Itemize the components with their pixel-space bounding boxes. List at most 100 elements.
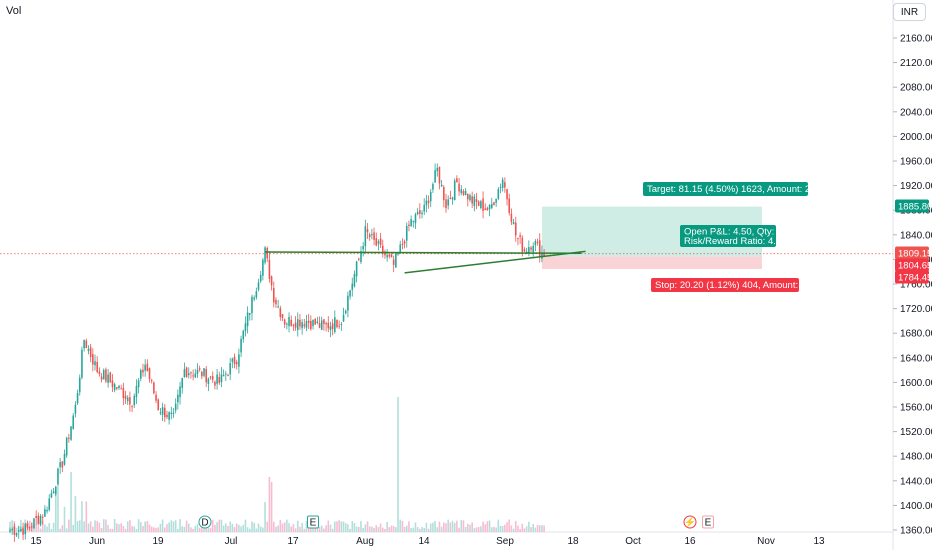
volume-bar [517, 525, 519, 532]
candle-body [386, 255, 388, 258]
volume-label: Vol [6, 5, 21, 17]
volume-bar [264, 502, 266, 532]
pnl-label: Open P&L: 4.50, Qty: 61 [684, 227, 788, 238]
volume-bar [543, 525, 545, 532]
candle-body [528, 247, 530, 254]
candle-body [397, 252, 399, 255]
candle-body [342, 314, 345, 322]
candle-body [124, 395, 127, 399]
candle-body [227, 374, 229, 376]
volume-bar [150, 526, 153, 532]
volume-bar [190, 527, 192, 532]
candle-body [181, 378, 184, 388]
volume-bar [129, 520, 131, 532]
candle-body [144, 364, 146, 371]
event-markers: D E ⚡ E [198, 515, 714, 529]
volume-bar [122, 525, 125, 532]
candle-body [427, 200, 430, 203]
price-tag-box [895, 258, 929, 272]
candle-body [72, 415, 75, 429]
volume-bar [198, 527, 201, 532]
volume-bar [65, 528, 68, 532]
candle-body [504, 182, 506, 188]
volume-bar [102, 519, 105, 532]
volume-bar [83, 521, 85, 532]
candle-body [314, 318, 316, 325]
volume-bar [510, 525, 513, 532]
candle-body [296, 319, 299, 331]
candle-body [109, 372, 112, 383]
candle-body [268, 259, 271, 279]
volume-bar [525, 526, 528, 532]
candle-body [482, 198, 484, 212]
volume-bar [530, 527, 532, 532]
volume-bar [146, 521, 149, 532]
volume-bar [15, 527, 18, 532]
time-tick-label: 15 [30, 536, 42, 547]
candle-body [270, 276, 273, 286]
volume-bar [532, 523, 534, 532]
volume-bar [135, 528, 138, 532]
candle-body [85, 340, 88, 349]
volume-bar [153, 527, 155, 532]
candle-body [105, 369, 107, 382]
candle-body [61, 461, 64, 468]
volume-bar [194, 525, 197, 532]
volume-bar [488, 520, 491, 532]
candle-body [473, 196, 476, 206]
candle-body [460, 189, 463, 193]
volume-bar [538, 525, 541, 532]
volume-bar [318, 526, 321, 532]
candle-body [355, 261, 358, 277]
rr-label: Risk/Reward Ratio: 4.02 [684, 236, 786, 247]
price-tick-label: 2160.00 [900, 34, 932, 45]
candle-body [401, 243, 404, 245]
volume-bar [116, 523, 118, 532]
candle-body [299, 319, 301, 327]
candle-body [233, 356, 236, 365]
volume-bar [414, 522, 417, 532]
price-tick-label: 1640.00 [900, 353, 932, 364]
volume-bar [57, 484, 59, 532]
volume-bar [353, 523, 356, 532]
candle-body [257, 282, 260, 290]
price-tick-label: 2080.00 [900, 83, 932, 94]
volume-bar [144, 521, 146, 532]
candle-body [41, 516, 44, 518]
volume-bar [275, 526, 277, 532]
candle-body [488, 204, 491, 210]
candle-body [81, 349, 83, 378]
volume-bar [177, 528, 179, 532]
volume-bar [240, 526, 242, 532]
candle-body [379, 238, 382, 245]
volume-bar [209, 527, 212, 532]
volume-bar [390, 525, 393, 532]
candle-body [349, 290, 351, 297]
volume-bar [377, 527, 380, 532]
candle-body [129, 397, 131, 405]
candle-body [44, 509, 46, 517]
price-tag-label: 1804.65 [898, 261, 932, 272]
volume-bar [329, 524, 332, 532]
volume-bar [277, 525, 279, 532]
volume-bar [471, 522, 473, 532]
candle-body [510, 213, 513, 222]
candle-body [179, 386, 181, 398]
volume-bar [238, 524, 240, 532]
candle-body [412, 220, 415, 222]
volume-bar [137, 519, 140, 532]
volume-bar [85, 501, 88, 532]
volume-bar [72, 524, 75, 532]
volume-bar [266, 521, 269, 532]
volume-bar [536, 525, 539, 532]
target-label-box [643, 182, 808, 196]
currency-button[interactable]: INR [893, 3, 926, 21]
candle-body [456, 178, 458, 183]
price-tick-label: 1720.00 [900, 304, 932, 315]
volume-bar [506, 522, 508, 532]
volume-bar [484, 524, 487, 532]
volume-bar [386, 521, 388, 532]
volume-bar [362, 527, 364, 532]
candle-body [303, 324, 306, 327]
